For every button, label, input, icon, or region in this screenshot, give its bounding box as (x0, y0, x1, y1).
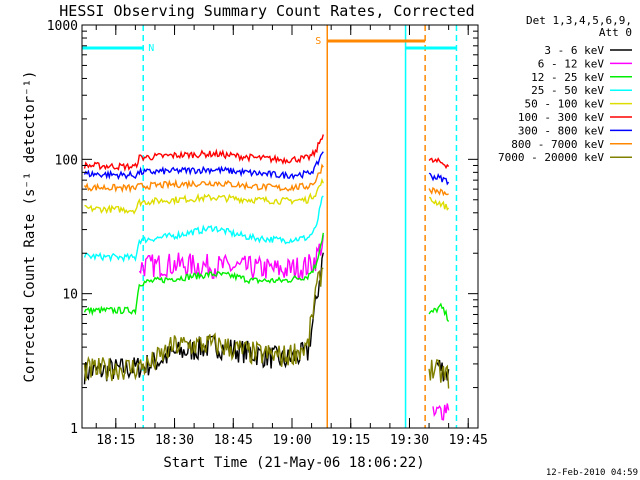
y-tick-label: 100 (55, 153, 78, 168)
status-bar-label: N (148, 43, 154, 54)
x-tick-label: 19:30 (390, 433, 429, 448)
series-line (83, 232, 324, 317)
x-tick-label: 19:15 (331, 433, 370, 448)
y-tick-label: 1 (70, 422, 78, 437)
y-axis-label: Corrected Count Rate (s⁻¹ detector⁻¹) (22, 71, 38, 383)
series-line (83, 134, 324, 172)
series-line (138, 234, 324, 281)
x-tick-label: 19:45 (449, 433, 488, 448)
series-line (428, 302, 450, 322)
series-line (84, 177, 324, 215)
x-tick-label: 18:30 (155, 433, 194, 448)
status-bar-label: S (315, 36, 321, 47)
series-line (83, 195, 324, 263)
legend-header: Det 1,3,4,5,6,9, (526, 14, 632, 27)
series-line (428, 358, 450, 389)
status-bars: NS (82, 36, 457, 54)
x-axis-label: Start Time (21-May-06 18:06:22) (163, 455, 424, 471)
plot-frame (81, 24, 479, 429)
legend-header: Att 0 (599, 26, 632, 39)
series-line (83, 151, 324, 181)
legend-label: 100 - 300 keV (518, 111, 604, 124)
series-line (432, 403, 450, 421)
series-line (428, 172, 450, 186)
series-group (83, 134, 450, 421)
x-tick-label: 19:00 (272, 433, 311, 448)
series-line (83, 267, 324, 382)
axes: 1 10 100 1000 18:15 18:30 18:45 19:00 19:15 19:30… (47, 19, 488, 448)
legend-label: 25 - 50 keV (531, 84, 604, 97)
legend-label: 50 - 100 keV (525, 98, 605, 111)
x-tick-label: 18:15 (96, 433, 135, 448)
series-line (83, 163, 324, 194)
legend-label: 6 - 12 keV (538, 57, 605, 70)
vertical-markers (142, 25, 458, 428)
y-tick-label: 1000 (47, 19, 78, 34)
legend-label: 12 - 25 keV (531, 71, 604, 84)
x-tick-label: 18:45 (214, 433, 253, 448)
chart-title: HESSI Observing Summary Count Rates, Cor… (59, 2, 474, 20)
series-line (428, 196, 450, 211)
series-line (428, 157, 450, 170)
legend-label: 800 - 7000 keV (511, 138, 604, 151)
y-tick-label: 10 (62, 288, 78, 303)
legend-label: 7000 - 20000 keV (498, 151, 604, 164)
series-line (428, 186, 449, 197)
legend-label: 300 - 800 keV (518, 124, 604, 137)
footer-date: 12-Feb-2010 04:59 (546, 468, 638, 478)
legend-label: 3 - 6 keV (544, 44, 604, 57)
